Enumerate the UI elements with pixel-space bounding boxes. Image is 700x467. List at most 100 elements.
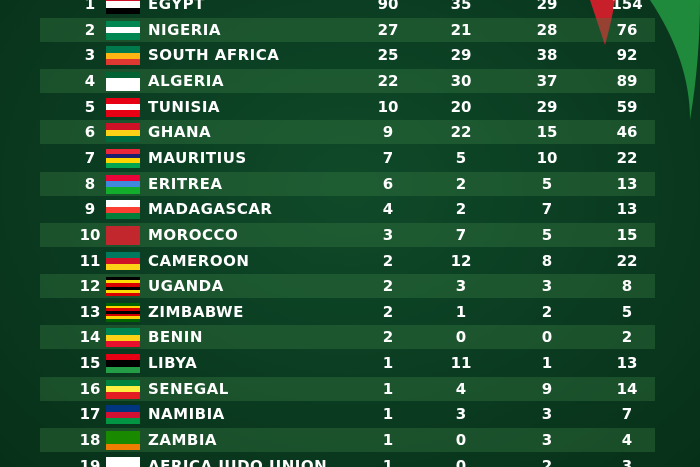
table-row: 13 ZIMBABWE 2 1 2 5 — [40, 300, 655, 324]
silver: 35 — [450, 0, 472, 13]
flag-stripe — [106, 280, 140, 284]
total: 13 — [616, 354, 638, 373]
flag-stripe — [106, 84, 140, 91]
silver: 30 — [450, 71, 472, 90]
silver: 12 — [450, 251, 472, 270]
rank: 13 — [79, 302, 101, 321]
flag-stripe — [106, 123, 140, 130]
table-row: 4 ALGERIA 22 30 37 89 — [40, 68, 655, 93]
flag-stripe — [106, 0, 140, 2]
flag-stripe — [106, 78, 140, 85]
flag-icon — [106, 148, 140, 168]
bronze: 28 — [536, 20, 558, 39]
country: GHANA — [148, 123, 212, 142]
flag-icon — [106, 302, 140, 322]
total: 14 — [616, 379, 638, 398]
total: 8 — [621, 277, 633, 296]
bronze: 5 — [541, 174, 553, 193]
flag-stripe — [106, 148, 140, 154]
flag-icon — [106, 251, 140, 271]
flag-stripe — [106, 418, 140, 425]
silver: 2 — [455, 174, 467, 193]
gold: 2 — [382, 251, 394, 270]
country: ZAMBIA — [148, 431, 218, 450]
country: CAMEROON — [148, 251, 250, 270]
rank: 9 — [84, 200, 96, 219]
flag-icon — [106, 431, 140, 451]
total: 154 — [611, 0, 643, 13]
flag-stripe — [106, 443, 140, 451]
flag-stripe — [106, 293, 140, 297]
flag-icon — [106, 456, 140, 467]
gold: 1 — [382, 405, 394, 424]
flag-icon — [106, 379, 140, 399]
gold: 1 — [382, 354, 394, 373]
flag-stripe — [106, 405, 140, 412]
rank: 10 — [79, 225, 101, 244]
total: 76 — [616, 20, 638, 39]
flag-stripe — [106, 97, 140, 104]
flag-stripe — [106, 354, 140, 361]
rank: 1 — [84, 0, 96, 13]
flag-stripe — [106, 366, 140, 374]
silver: 2 — [455, 200, 467, 219]
flag-icon — [106, 328, 140, 348]
silver: 0 — [455, 431, 467, 450]
flag-stripe — [106, 238, 140, 245]
table-row: 19 AFRICA JUDO UNION 1 0 2 3 — [40, 454, 655, 467]
table-row: 17 NAMIBIA 1 3 3 7 — [40, 402, 655, 426]
flag-icon — [106, 354, 140, 374]
total: 13 — [616, 174, 638, 193]
rank: 2 — [84, 20, 96, 39]
rank: 8 — [84, 174, 96, 193]
country: MAURITIUS — [148, 148, 247, 167]
rank: 7 — [84, 148, 96, 167]
total: 7 — [621, 405, 633, 424]
flag-stripe — [106, 386, 140, 393]
flag-stripe — [106, 257, 140, 265]
table-row: 15 LIBYA 1 11 1 13 — [40, 351, 655, 375]
total: 13 — [616, 200, 638, 219]
rank: 5 — [84, 97, 96, 116]
rank: 6 — [84, 123, 96, 142]
table-row: 8 ERITREA 6 2 5 13 — [40, 171, 655, 196]
bronze: 3 — [541, 277, 553, 296]
total: 59 — [616, 97, 638, 116]
total: 5 — [621, 302, 633, 321]
table-row: 1 EGYPT 90 35 29 154 — [40, 0, 655, 16]
flag-icon — [106, 20, 140, 40]
country: MADAGASCAR — [148, 200, 273, 219]
flag-stripe — [106, 411, 140, 419]
flag-icon — [106, 123, 140, 143]
rank: 12 — [79, 277, 101, 296]
bronze: 15 — [536, 123, 558, 142]
flag-stripe — [106, 456, 140, 464]
rank: 11 — [79, 251, 101, 270]
total: 3 — [621, 456, 633, 467]
table-row: 9 MADAGASCAR 4 2 7 13 — [40, 197, 655, 221]
flag-stripe — [106, 463, 140, 467]
bronze: 10 — [536, 148, 558, 167]
flag-stripe — [106, 319, 140, 322]
total: 22 — [616, 251, 638, 270]
flag-stripe — [106, 58, 140, 66]
flag-icon — [106, 71, 140, 91]
country: SENEGAL — [148, 379, 229, 398]
flag-stripe — [106, 232, 140, 239]
gold: 27 — [377, 20, 399, 39]
flag-stripe — [106, 7, 140, 14]
flag-stripe — [106, 316, 140, 320]
flag-stripe — [106, 264, 140, 271]
flag-stripe — [106, 163, 140, 168]
flag-stripe — [106, 46, 140, 53]
country: NAMIBIA — [148, 405, 225, 424]
rank: 16 — [79, 379, 101, 398]
bronze: 5 — [541, 225, 553, 244]
gold: 3 — [382, 225, 394, 244]
bronze: 3 — [541, 431, 553, 450]
bronze: 2 — [541, 456, 553, 467]
rank: 15 — [79, 354, 101, 373]
table-row: 7 MAURITIUS 7 5 10 22 — [40, 146, 655, 170]
